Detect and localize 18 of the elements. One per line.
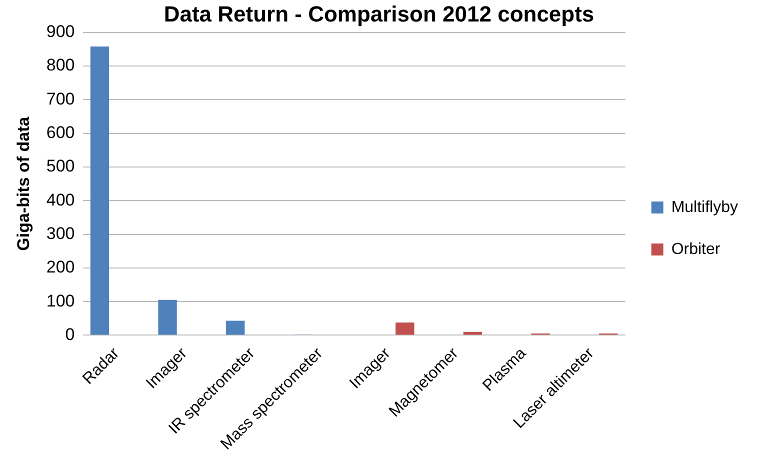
y-tick-label: 100 (46, 291, 75, 310)
y-tick-label: 900 (46, 22, 75, 42)
legend-label: Multiflyby (671, 198, 738, 216)
bar (396, 322, 414, 335)
y-tick-label: 800 (46, 56, 75, 75)
bar (226, 320, 245, 335)
bar (90, 46, 110, 335)
y-axis-title: Giga-bits of data (14, 116, 33, 251)
y-tick-label: 600 (46, 123, 75, 142)
bar (158, 300, 177, 335)
y-tick-label: 300 (46, 224, 75, 243)
chart-title: Data Return - Comparison 2012 concepts (164, 1, 594, 26)
y-tick-label: 500 (46, 156, 75, 176)
y-tick-label: 700 (46, 89, 75, 108)
y-tick-label: 0 (65, 324, 75, 344)
legend-label: Orbiter (671, 240, 721, 258)
y-tick-label: 200 (46, 258, 75, 277)
y-tick-label: 400 (46, 190, 75, 210)
